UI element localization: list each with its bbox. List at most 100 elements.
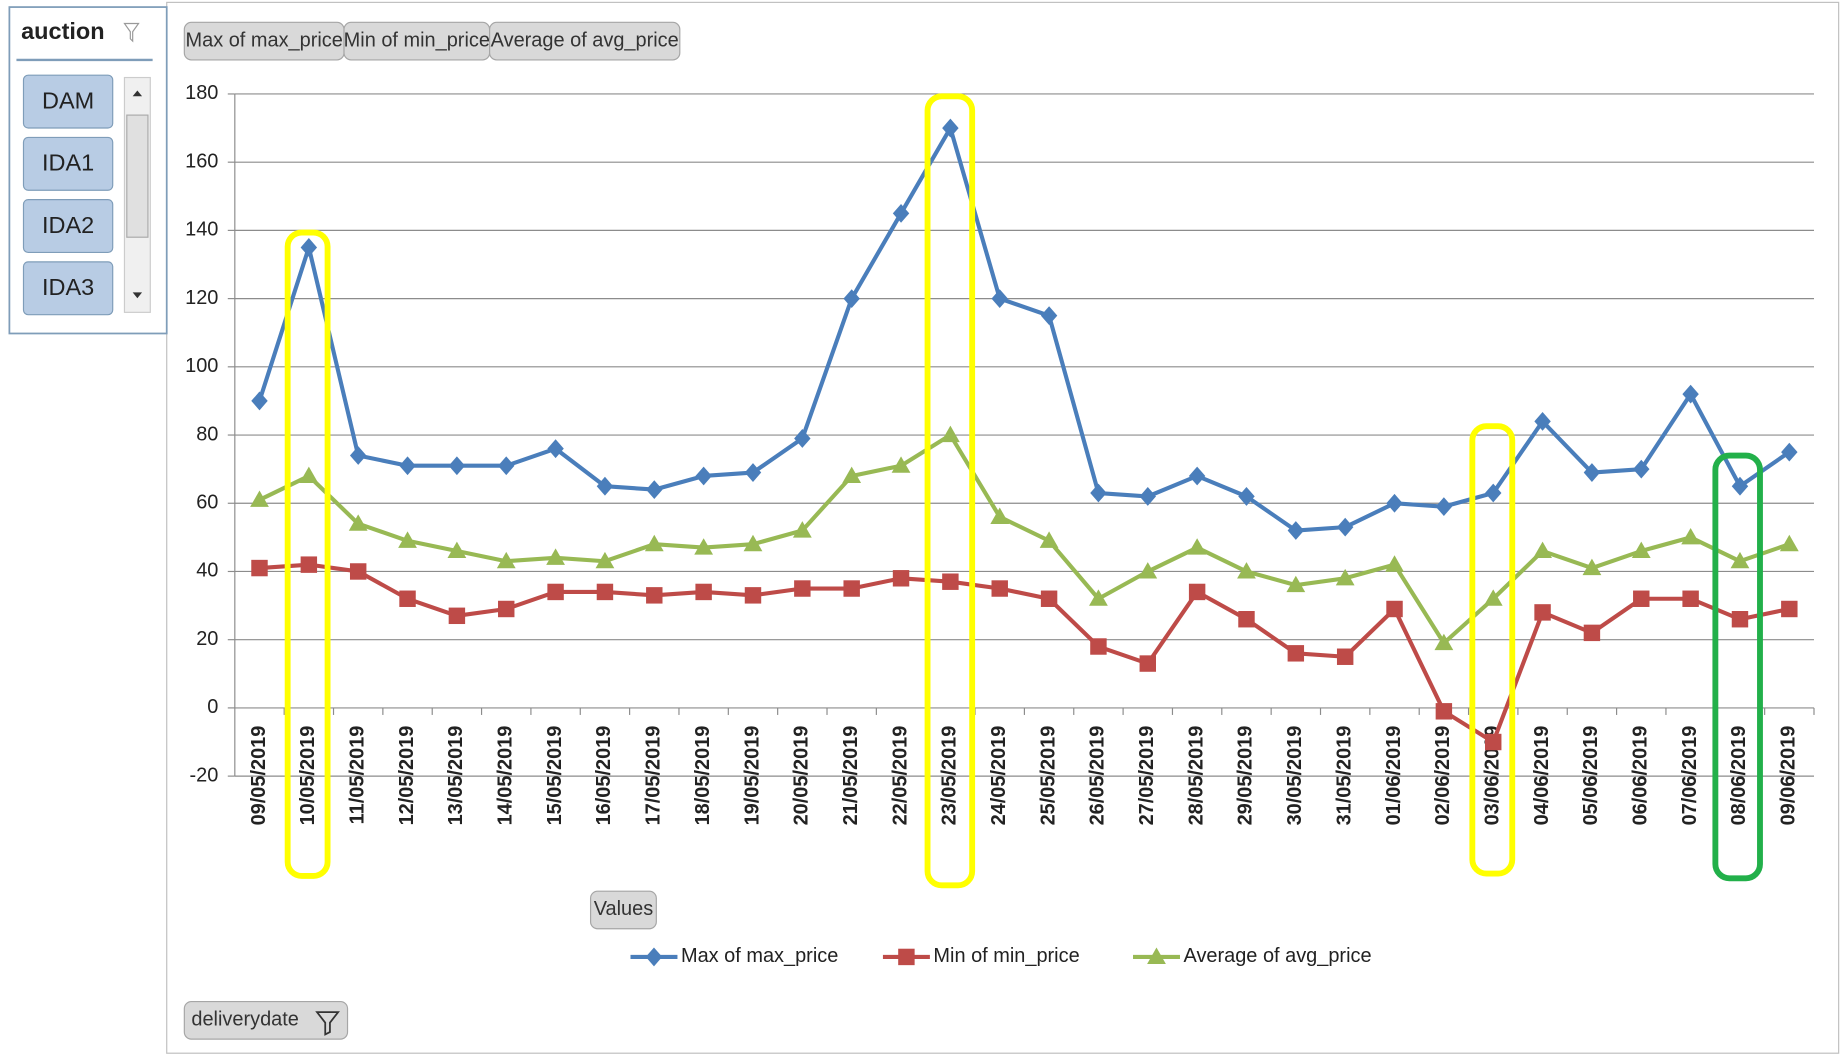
data-marker bbox=[399, 456, 416, 476]
data-marker bbox=[694, 538, 714, 555]
x-tick-label: 22/05/2019 bbox=[889, 726, 911, 826]
slicer-item[interactable] bbox=[22, 74, 114, 129]
data-marker bbox=[1681, 527, 1701, 545]
data-marker bbox=[898, 948, 915, 966]
axis-field-button[interactable] bbox=[183, 1000, 349, 1040]
x-tick-label: 20/05/2019 bbox=[791, 726, 813, 826]
filter-icon[interactable] bbox=[315, 1011, 340, 1036]
x-tick-label: 26/05/2019 bbox=[1087, 726, 1109, 826]
x-tick-label: 17/05/2019 bbox=[643, 726, 665, 826]
slicer-title: auction bbox=[21, 18, 104, 44]
legend-label: Min of min_price bbox=[933, 945, 1079, 967]
data-marker bbox=[1533, 541, 1552, 559]
data-marker bbox=[1386, 493, 1403, 513]
scroll-down[interactable] bbox=[132, 292, 143, 299]
x-tick-label: 19/05/2019 bbox=[741, 726, 763, 826]
data-marker bbox=[1781, 442, 1798, 462]
data-marker bbox=[1779, 534, 1799, 552]
scroll-thumb[interactable] bbox=[126, 114, 149, 238]
x-tick-label: 18/05/2019 bbox=[692, 726, 714, 826]
data-marker bbox=[1631, 541, 1651, 559]
data-marker bbox=[1731, 611, 1749, 628]
data-marker bbox=[1147, 947, 1166, 964]
data-marker bbox=[843, 580, 860, 597]
data-marker bbox=[1781, 600, 1798, 618]
data-marker bbox=[1434, 633, 1454, 651]
value-field-button[interactable] bbox=[489, 21, 681, 61]
y-tick-label: 160 bbox=[185, 150, 218, 172]
values-button-label: Values bbox=[594, 898, 654, 920]
data-marker bbox=[349, 446, 367, 465]
y-tick-label: 180 bbox=[185, 82, 218, 104]
data-marker bbox=[1730, 551, 1750, 569]
highlight-box bbox=[284, 229, 331, 879]
value-field-label: Max of max_price bbox=[186, 29, 343, 51]
data-marker bbox=[646, 480, 663, 500]
data-marker bbox=[251, 559, 268, 577]
data-marker bbox=[299, 466, 319, 484]
x-tick-label: 08/06/2019 bbox=[1728, 726, 1750, 826]
value-field-label: Average of avg_price bbox=[491, 29, 679, 51]
data-marker bbox=[842, 466, 862, 484]
slicer-item[interactable] bbox=[22, 136, 114, 191]
y-tick-label: 140 bbox=[185, 219, 218, 241]
x-tick-label: 04/06/2019 bbox=[1531, 726, 1553, 826]
data-marker bbox=[1336, 648, 1354, 665]
x-tick-label: 09/05/2019 bbox=[248, 726, 270, 826]
x-tick-label: 21/05/2019 bbox=[840, 726, 862, 826]
data-marker bbox=[1238, 611, 1255, 628]
x-tick-label: 09/06/2019 bbox=[1778, 726, 1800, 826]
series-line bbox=[257, 126, 1791, 533]
values-button[interactable] bbox=[589, 890, 657, 930]
data-marker bbox=[1633, 590, 1650, 607]
data-marker bbox=[250, 490, 269, 507]
y-tick-label: 80 bbox=[196, 423, 218, 445]
x-tick-label: 14/05/2019 bbox=[495, 726, 517, 826]
data-marker bbox=[744, 587, 762, 604]
data-marker bbox=[794, 580, 811, 597]
data-marker bbox=[1731, 476, 1749, 496]
data-marker bbox=[596, 476, 614, 496]
data-marker bbox=[1187, 538, 1207, 555]
x-tick-label: 15/05/2019 bbox=[544, 726, 566, 826]
axis-field-label: deliverydate bbox=[191, 1009, 299, 1031]
y-tick-label: 20 bbox=[196, 628, 218, 650]
data-marker bbox=[1090, 483, 1107, 503]
data-marker bbox=[1287, 645, 1305, 662]
data-marker bbox=[1583, 624, 1601, 642]
data-marker bbox=[1237, 562, 1256, 579]
data-marker bbox=[644, 534, 664, 552]
data-marker bbox=[892, 203, 910, 223]
data-marker bbox=[496, 551, 516, 569]
data-marker bbox=[251, 391, 268, 411]
highlight-box bbox=[924, 93, 976, 889]
data-marker bbox=[646, 587, 663, 604]
data-marker bbox=[348, 514, 368, 531]
data-marker bbox=[794, 429, 811, 448]
clear-filter-icon[interactable] bbox=[123, 22, 140, 43]
data-marker bbox=[447, 541, 467, 559]
data-marker bbox=[1335, 568, 1355, 586]
x-tick-label: 31/05/2019 bbox=[1333, 726, 1355, 826]
x-tick-label: 10/05/2019 bbox=[297, 726, 319, 826]
chart-frame bbox=[166, 1, 1840, 1054]
x-tick-label: 03/06/2019 bbox=[1481, 726, 1503, 826]
data-marker bbox=[498, 456, 515, 476]
x-tick-label: 27/05/2019 bbox=[1136, 726, 1158, 826]
highlight-box bbox=[1712, 452, 1763, 882]
x-tick-label: 30/05/2019 bbox=[1284, 726, 1306, 826]
data-marker bbox=[1483, 589, 1503, 606]
scroll-up[interactable] bbox=[132, 90, 143, 97]
x-tick-label: 29/05/2019 bbox=[1235, 726, 1257, 826]
data-marker bbox=[695, 583, 712, 601]
slicer-item-label: IDA1 bbox=[42, 150, 94, 176]
data-marker bbox=[1485, 483, 1502, 503]
slicer-item[interactable] bbox=[22, 199, 114, 254]
x-tick-label: 06/06/2019 bbox=[1630, 726, 1652, 826]
x-tick-label: 12/05/2019 bbox=[396, 726, 418, 826]
data-marker bbox=[940, 425, 960, 443]
data-marker bbox=[498, 600, 515, 618]
data-marker bbox=[1534, 412, 1551, 431]
slicer-item[interactable] bbox=[22, 261, 114, 316]
